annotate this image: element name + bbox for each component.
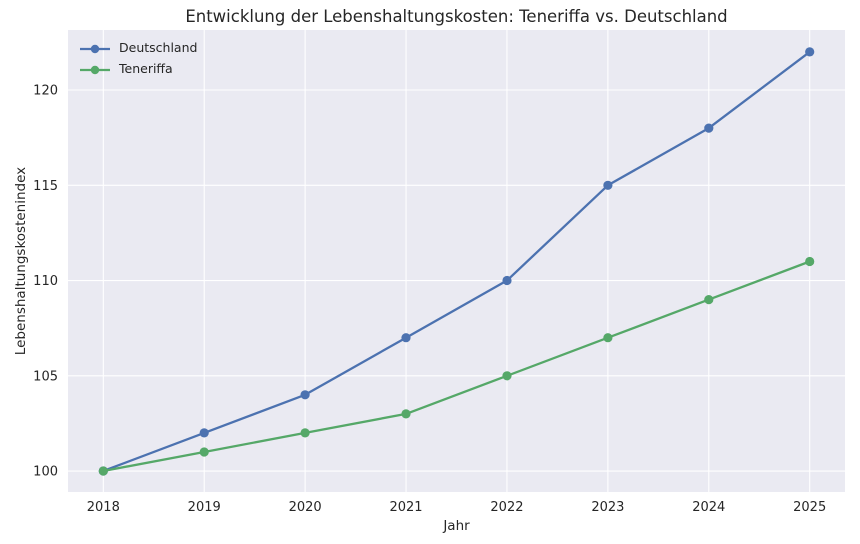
legend-item-deutschland: Deutschland bbox=[80, 38, 197, 59]
series-line-deutschland bbox=[102, 50, 811, 473]
data-point-teneriffa-2023 bbox=[603, 333, 613, 343]
x-tick-label: 2021 bbox=[389, 500, 422, 515]
chart-title: Entwicklung der Lebenshaltungskosten: Te… bbox=[185, 7, 728, 26]
data-point-deutschland-2019 bbox=[199, 428, 209, 438]
x-tick-label: 2024 bbox=[692, 500, 725, 515]
data-point-teneriffa-2021 bbox=[401, 409, 411, 419]
y-tick-label: 100 bbox=[33, 465, 58, 480]
legend-item-teneriffa: Teneriffa bbox=[80, 59, 197, 80]
x-tick-label: 2025 bbox=[793, 500, 826, 515]
data-point-deutschland-2025 bbox=[805, 47, 815, 57]
legend-label-teneriffa: Teneriffa bbox=[119, 61, 173, 77]
data-point-teneriffa-2025 bbox=[805, 256, 815, 267]
data-point-teneriffa-2020 bbox=[300, 428, 310, 438]
data-point-deutschland-2020 bbox=[300, 390, 310, 400]
legend: Deutschland Teneriffa bbox=[80, 38, 197, 80]
y-tick-label: 110 bbox=[33, 274, 58, 289]
legend-label-deutschland: Deutschland bbox=[119, 40, 198, 56]
data-point-teneriffa-2018 bbox=[98, 466, 108, 476]
data-point-teneriffa-2019 bbox=[199, 447, 209, 457]
plot-background bbox=[68, 30, 845, 492]
data-point-teneriffa-2022 bbox=[502, 371, 512, 381]
series-line-teneriffa bbox=[102, 260, 811, 473]
y-axis-label: Lebenshaltungskostenindex bbox=[13, 166, 29, 356]
x-tick-label: 2022 bbox=[490, 500, 523, 515]
data-point-teneriffa-2024 bbox=[704, 295, 714, 305]
x-tick-label: 2020 bbox=[289, 500, 322, 515]
x-tick-label: 2019 bbox=[188, 500, 221, 515]
data-point-deutschland-2021 bbox=[401, 333, 411, 343]
data-point-deutschland-2023 bbox=[603, 180, 613, 190]
x-tick-label: 2023 bbox=[591, 500, 624, 515]
data-point-deutschland-2024 bbox=[704, 123, 714, 133]
legend-line-swatch-deutschland bbox=[80, 44, 110, 53]
legend-line-swatch-teneriffa bbox=[80, 65, 110, 74]
x-tick-label: 2018 bbox=[87, 500, 120, 515]
y-tick-label: 105 bbox=[33, 369, 58, 384]
x-axis-label: Jahr bbox=[443, 518, 470, 534]
y-tick-label: 115 bbox=[33, 179, 58, 194]
y-tick-label: 120 bbox=[33, 84, 58, 99]
data-point-deutschland-2022 bbox=[502, 275, 512, 286]
